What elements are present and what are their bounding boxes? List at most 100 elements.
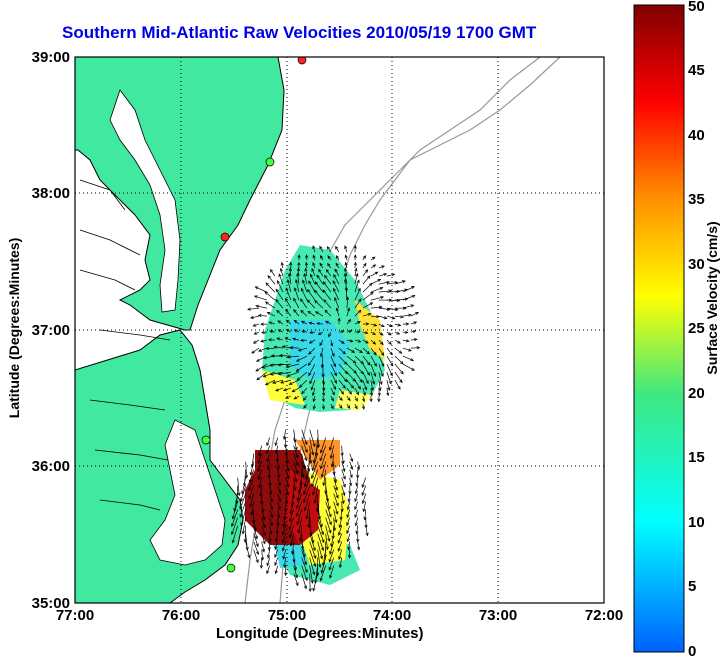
velocity-arrow xyxy=(394,315,404,318)
velocity-arrow-head xyxy=(257,468,261,473)
velocity-arrow-head xyxy=(397,386,401,390)
velocity-arrow xyxy=(309,331,315,334)
velocity-arrow-head xyxy=(286,475,290,480)
velocity-arrow-head xyxy=(307,468,311,473)
velocity-arrow xyxy=(378,331,384,336)
velocity-arrow-head xyxy=(357,339,362,343)
velocity-arrow xyxy=(284,557,287,568)
velocity-arrow xyxy=(253,517,256,532)
velocity-arrow-head xyxy=(380,341,384,346)
velocity-arrow-head xyxy=(322,392,326,397)
velocity-arrow xyxy=(316,322,323,325)
velocity-arrow-head xyxy=(380,296,385,300)
velocity-arrow-head xyxy=(344,286,348,291)
velocity-arrow xyxy=(277,493,281,502)
velocity-arrow-head xyxy=(412,329,417,334)
velocity-arrow-head xyxy=(303,491,307,495)
velocity-arrow xyxy=(317,525,325,543)
velocity-arrow-head xyxy=(283,516,287,520)
velocity-arrow xyxy=(250,461,255,475)
velocity-arrow xyxy=(362,302,373,309)
velocity-arrow-head xyxy=(309,380,313,385)
velocity-arrow-head xyxy=(252,323,257,327)
velocity-arrow-head xyxy=(265,282,269,287)
velocity-arrow xyxy=(320,453,327,469)
velocity-arrow xyxy=(354,387,359,395)
velocity-arrow-head xyxy=(398,350,403,354)
velocity-arrow-head xyxy=(358,298,362,302)
velocity-arrow xyxy=(365,525,368,536)
velocity-arrow-head xyxy=(262,516,266,521)
velocity-arrow xyxy=(324,309,332,317)
velocity-arrow-head xyxy=(307,288,311,293)
velocity-arrow xyxy=(317,549,321,568)
velocity-arrow xyxy=(285,453,289,464)
velocity-arrow xyxy=(346,509,351,518)
velocity-arrow-head xyxy=(251,350,255,354)
velocity-arrow-head xyxy=(295,368,300,372)
velocity-arrow xyxy=(308,355,316,366)
velocity-arrow xyxy=(277,509,280,518)
velocity-arrow xyxy=(272,379,283,384)
velocity-arrow-head xyxy=(315,508,320,513)
velocity-arrow-head xyxy=(268,539,272,543)
velocity-arrow-head xyxy=(373,351,377,356)
velocity-arrow-head xyxy=(365,380,369,385)
velocity-arrow-head xyxy=(252,340,257,344)
velocity-arrow xyxy=(335,263,340,269)
velocity-arrow-head xyxy=(278,498,282,502)
velocity-arrow-head xyxy=(304,261,309,266)
velocity-arrow-head xyxy=(269,498,273,503)
velocity-arrow-head xyxy=(349,482,353,487)
velocity-arrow xyxy=(378,315,387,319)
velocity-arrow xyxy=(253,533,259,547)
velocity-arrow-head xyxy=(346,506,350,511)
velocity-arrow xyxy=(309,429,316,447)
velocity-arrow-head xyxy=(334,487,339,491)
velocity-arrow-head xyxy=(255,368,260,372)
velocity-arrow xyxy=(394,355,404,365)
velocity-arrow xyxy=(333,517,336,531)
velocity-arrow-head xyxy=(248,487,252,492)
velocity-arrow xyxy=(289,268,292,277)
velocity-arrow-head xyxy=(264,301,269,305)
velocity-arrow xyxy=(255,286,268,293)
velocity-arrow xyxy=(322,380,325,391)
velocity-arrow xyxy=(241,477,247,494)
velocity-arrow xyxy=(314,290,324,301)
velocity-arrow-head xyxy=(350,466,354,471)
velocity-arrow-head xyxy=(361,406,365,410)
velocity-arrow-head xyxy=(282,436,287,440)
velocity-arrow xyxy=(296,493,303,509)
velocity-arrow xyxy=(386,323,393,327)
velocity-arrow-head xyxy=(316,274,320,279)
velocity-arrow-head xyxy=(305,516,309,520)
velocity-arrow xyxy=(301,573,307,589)
velocity-arrow xyxy=(346,525,351,534)
velocity-arrow-head xyxy=(307,524,311,529)
velocity-arrow xyxy=(301,557,308,573)
velocity-arrow-head xyxy=(282,388,287,392)
velocity-arrow-head xyxy=(240,522,244,527)
velocity-arrow xyxy=(293,453,299,466)
velocity-arrow xyxy=(267,275,276,285)
velocity-arrow-head xyxy=(339,405,343,409)
velocity-arrow xyxy=(297,485,303,501)
velocity-arrow-head xyxy=(255,358,260,362)
velocity-arrow xyxy=(362,283,373,293)
velocity-arrow-head xyxy=(320,255,324,259)
velocity-arrow xyxy=(296,355,308,362)
velocity-arrow xyxy=(354,279,360,293)
velocity-arrow-head xyxy=(364,269,369,273)
velocity-arrow xyxy=(354,288,361,301)
velocity-arrow xyxy=(348,541,351,550)
velocity-arrow-head xyxy=(312,254,316,259)
velocity-arrow xyxy=(370,380,374,391)
velocity-arrow-head xyxy=(362,392,366,397)
velocity-arrow xyxy=(346,379,354,389)
velocity-arrow-head xyxy=(329,575,333,579)
velocity-arrow-head xyxy=(237,492,241,497)
velocity-arrow xyxy=(349,461,353,470)
velocity-arrow-head xyxy=(346,307,351,312)
velocity-arrow-head xyxy=(347,498,351,503)
